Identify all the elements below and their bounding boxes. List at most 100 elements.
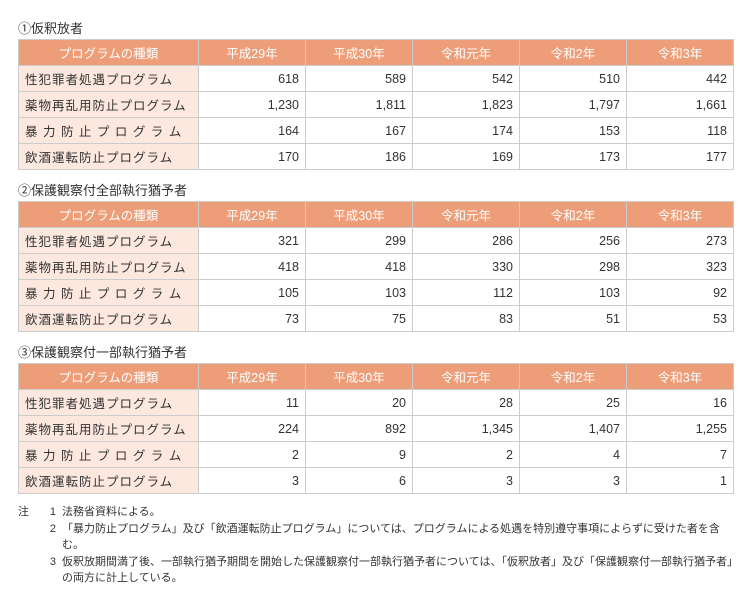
cell-value: 1,407	[520, 416, 627, 442]
cell-value: 3	[199, 468, 306, 494]
row-label: 暴 力 防 止 プ ロ グ ラ ム	[19, 280, 199, 306]
cell-value: 4	[520, 442, 627, 468]
table-row: 飲酒運転防止プログラム36331	[19, 468, 734, 494]
row-label: 薬物再乱用防止プログラム	[19, 92, 199, 118]
cell-value: 3	[413, 468, 520, 494]
cell-value: 1,823	[413, 92, 520, 118]
cell-value: 73	[199, 306, 306, 332]
table-row: 薬物再乱用防止プログラム418418330298323	[19, 254, 734, 280]
cell-value: 256	[520, 228, 627, 254]
cell-value: 11	[199, 390, 306, 416]
cell-value: 167	[306, 118, 413, 144]
cell-value: 170	[199, 144, 306, 170]
program-table: プログラムの種類平成29年平成30年令和元年令和2年令和3年性犯罪者処遇プログラ…	[18, 39, 734, 170]
cell-value: 51	[520, 306, 627, 332]
header-program-type: プログラムの種類	[19, 202, 199, 228]
cell-value: 186	[306, 144, 413, 170]
footnote-text: 仮釈放期間満了後、一部執行猶予期間を開始した保護観察付一部執行猶予者については、…	[62, 554, 734, 587]
header-year: 令和元年	[413, 40, 520, 66]
header-year: 令和2年	[520, 364, 627, 390]
cell-value: 1	[627, 468, 734, 494]
cell-value: 169	[413, 144, 520, 170]
cell-value: 20	[306, 390, 413, 416]
row-label: 性犯罪者処遇プログラム	[19, 390, 199, 416]
cell-value: 418	[306, 254, 413, 280]
table-row: 暴 力 防 止 プ ロ グ ラ ム29247	[19, 442, 734, 468]
program-table: プログラムの種類平成29年平成30年令和元年令和2年令和3年性犯罪者処遇プログラ…	[18, 201, 734, 332]
footnotes: 注1法務省資料による。2「暴力防止プログラム」及び「飲酒運転防止プログラム」につ…	[18, 504, 734, 587]
table-row: 暴 力 防 止 プ ロ グ ラ ム10510311210392	[19, 280, 734, 306]
footnote-label	[18, 521, 40, 554]
table-row: 性犯罪者処遇プログラム618589542510442	[19, 66, 734, 92]
cell-value: 892	[306, 416, 413, 442]
cell-value: 542	[413, 66, 520, 92]
row-label: 暴 力 防 止 プ ロ グ ラ ム	[19, 442, 199, 468]
cell-value: 1,255	[627, 416, 734, 442]
header-year: 平成29年	[199, 202, 306, 228]
cell-value: 174	[413, 118, 520, 144]
header-year: 平成30年	[306, 364, 413, 390]
cell-value: 298	[520, 254, 627, 280]
footnote-text: 法務省資料による。	[62, 504, 734, 521]
cell-value: 105	[199, 280, 306, 306]
cell-value: 618	[199, 66, 306, 92]
footnote-label: 注	[18, 504, 40, 521]
cell-value: 118	[627, 118, 734, 144]
header-program-type: プログラムの種類	[19, 364, 199, 390]
section-title: ①仮釈放者	[18, 18, 734, 37]
program-table: プログラムの種類平成29年平成30年令和元年令和2年令和3年性犯罪者処遇プログラ…	[18, 363, 734, 494]
header-year: 平成29年	[199, 364, 306, 390]
row-label: 薬物再乱用防止プログラム	[19, 416, 199, 442]
table-row: 性犯罪者処遇プログラム1120282516	[19, 390, 734, 416]
table-row: 飲酒運転防止プログラム7375835153	[19, 306, 734, 332]
row-label: 性犯罪者処遇プログラム	[19, 228, 199, 254]
cell-value: 3	[520, 468, 627, 494]
header-year: 令和3年	[627, 202, 734, 228]
cell-value: 92	[627, 280, 734, 306]
cell-value: 153	[520, 118, 627, 144]
cell-value: 330	[413, 254, 520, 280]
header-year: 令和2年	[520, 40, 627, 66]
cell-value: 112	[413, 280, 520, 306]
cell-value: 177	[627, 144, 734, 170]
cell-value: 103	[520, 280, 627, 306]
row-label: 飲酒運転防止プログラム	[19, 306, 199, 332]
table-row: 飲酒運転防止プログラム170186169173177	[19, 144, 734, 170]
footnote-number: 2	[40, 521, 62, 554]
header-year: 平成30年	[306, 40, 413, 66]
table-row: 薬物再乱用防止プログラム2248921,3451,4071,255	[19, 416, 734, 442]
header-year: 令和3年	[627, 40, 734, 66]
cell-value: 28	[413, 390, 520, 416]
cell-value: 2	[199, 442, 306, 468]
cell-value: 321	[199, 228, 306, 254]
header-year: 平成30年	[306, 202, 413, 228]
cell-value: 273	[627, 228, 734, 254]
cell-value: 7	[627, 442, 734, 468]
cell-value: 1,230	[199, 92, 306, 118]
cell-value: 1,661	[627, 92, 734, 118]
cell-value: 9	[306, 442, 413, 468]
table-row: 薬物再乱用防止プログラム1,2301,8111,8231,7971,661	[19, 92, 734, 118]
table-row: 暴 力 防 止 プ ロ グ ラ ム164167174153118	[19, 118, 734, 144]
cell-value: 173	[520, 144, 627, 170]
cell-value: 1,811	[306, 92, 413, 118]
row-label: 暴 力 防 止 プ ロ グ ラ ム	[19, 118, 199, 144]
cell-value: 75	[306, 306, 413, 332]
footnote-label	[18, 554, 40, 587]
cell-value: 103	[306, 280, 413, 306]
cell-value: 286	[413, 228, 520, 254]
cell-value: 2	[413, 442, 520, 468]
cell-value: 53	[627, 306, 734, 332]
header-year: 令和2年	[520, 202, 627, 228]
table-row: 性犯罪者処遇プログラム321299286256273	[19, 228, 734, 254]
cell-value: 299	[306, 228, 413, 254]
header-program-type: プログラムの種類	[19, 40, 199, 66]
cell-value: 442	[627, 66, 734, 92]
cell-value: 16	[627, 390, 734, 416]
cell-value: 589	[306, 66, 413, 92]
footnote-text: 「暴力防止プログラム」及び「飲酒運転防止プログラム」については、プログラムによる…	[62, 521, 734, 554]
cell-value: 323	[627, 254, 734, 280]
cell-value: 25	[520, 390, 627, 416]
cell-value: 1,345	[413, 416, 520, 442]
row-label: 飲酒運転防止プログラム	[19, 144, 199, 170]
